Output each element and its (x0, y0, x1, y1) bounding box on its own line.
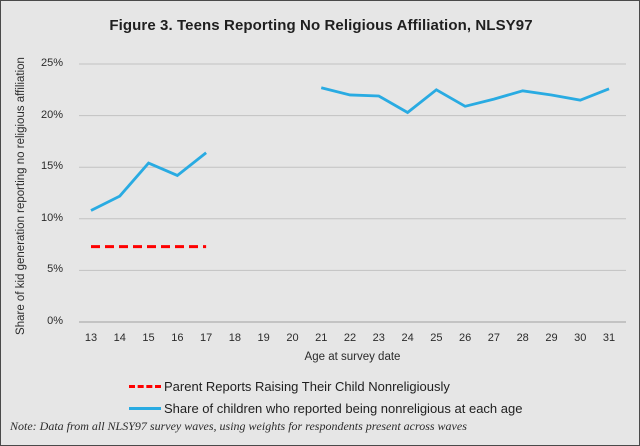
x-tick-label: 27 (487, 332, 501, 344)
legend-label-parent: Parent Reports Raising Their Child Nonre… (164, 378, 450, 394)
y-tick-label: 0% (47, 315, 63, 327)
x-tick-label: 14 (113, 332, 126, 344)
x-tick-label: 28 (516, 332, 529, 344)
solid-line-swatch-icon (129, 406, 161, 410)
x-tick-label: 24 (401, 332, 414, 344)
y-tick-label: 10% (40, 211, 63, 224)
x-tick-label: 17 (199, 332, 213, 344)
child-series-line (90, 151, 207, 212)
x-tick-label: 26 (459, 332, 472, 344)
x-tick-label: 30 (574, 332, 587, 344)
x-tick-label: 29 (545, 332, 558, 344)
child-series-line (320, 86, 610, 115)
y-tick-label: 25% (40, 57, 63, 69)
source-note: Note: Data from all NLSY97 survey waves,… (10, 419, 467, 433)
legend-label-children: Share of children who reported being non… (164, 400, 523, 416)
x-tick-label: 25 (430, 332, 443, 344)
x-tick-label: 18 (228, 332, 242, 344)
chart-title: Figure 3. Teens Reporting No Religious A… (109, 17, 533, 34)
x-tick-label: 22 (343, 332, 357, 344)
y-tick-label: 20% (40, 108, 63, 121)
x-tick-label: 15 (142, 332, 155, 344)
x-tick-label: 13 (84, 332, 98, 344)
x-tick-label: 20 (286, 332, 299, 344)
dashed-line-swatch-icon (129, 384, 161, 388)
y-tick-label: 15% (40, 160, 63, 173)
x-tick-label: 16 (171, 332, 184, 344)
legend-item-parent: Parent Reports Raising Their Child Nonre… (129, 375, 522, 397)
x-tick-label: 23 (372, 332, 385, 344)
x-tick-label: 19 (257, 332, 270, 344)
x-tick-label: 31 (602, 332, 616, 344)
y-tick-label: 5% (47, 263, 63, 276)
legend-item-children: Share of children who reported being non… (129, 397, 522, 419)
x-axis-title: Age at survey date (304, 351, 401, 363)
x-tick-label: 21 (315, 332, 328, 344)
legend: Parent Reports Raising Their Child Nonre… (129, 375, 522, 419)
